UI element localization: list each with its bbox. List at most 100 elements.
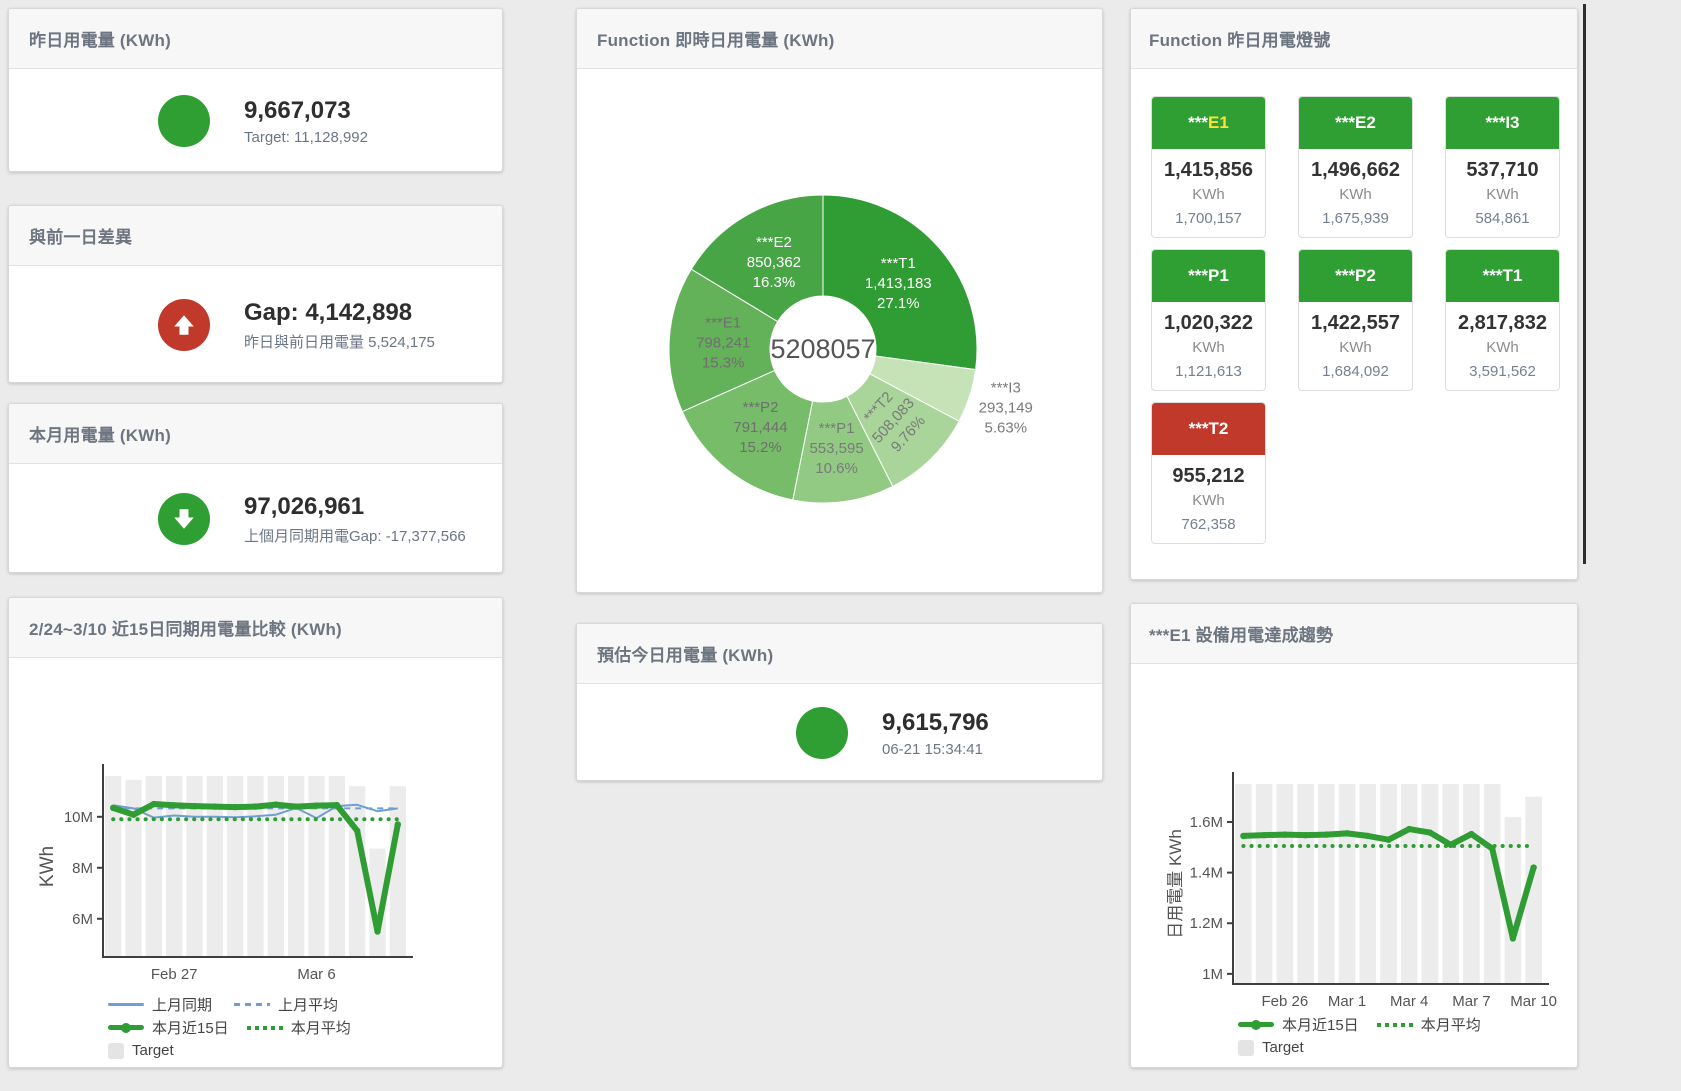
target-bar xyxy=(1525,796,1542,984)
x-tick-label: Mar 7 xyxy=(1452,993,1490,1007)
light-tile-header: *** P2 xyxy=(1299,250,1412,302)
panel-title: Function 昨日用電燈號 xyxy=(1149,31,1331,50)
tile-target: 1,121,613 xyxy=(1175,363,1242,380)
donut-slice-E2[interactable] xyxy=(690,194,824,323)
legend-item-本月近15日[interactable]: 本月近15日 xyxy=(1238,1014,1359,1035)
panel-title: Function 即時日用電量 (KWh) xyxy=(597,31,835,50)
series-point xyxy=(1426,829,1434,836)
target-bar xyxy=(1338,784,1356,984)
series-point xyxy=(333,801,341,809)
legend-item-上月同期[interactable]: 上月同期 xyxy=(108,994,216,1015)
series-point xyxy=(1509,935,1517,942)
legend-swatch xyxy=(1238,1019,1274,1030)
target-bar xyxy=(1463,784,1480,984)
tile-unit: KWh xyxy=(1486,339,1519,356)
light-tiles-grid: *** E1 1,415,856 KWh 1,700,157 *** E2 1,496,662… xyxy=(1131,69,1577,544)
target-bar xyxy=(308,776,325,957)
tile-unit: KWh xyxy=(1192,492,1225,509)
light-tile-P2: *** P2 1,422,557 KWh 1,684,092 xyxy=(1298,249,1413,391)
target-bar xyxy=(186,776,203,957)
x-tick-label: Mar 10 xyxy=(1510,993,1557,1007)
legend-item-本月近15日[interactable]: 本月近15日 xyxy=(108,1017,229,1038)
legend-label: 上月平均 xyxy=(278,997,339,1014)
legend-swatch xyxy=(246,1025,283,1030)
target-bar xyxy=(1276,784,1294,984)
y-tick-label: 1.6M xyxy=(1190,814,1223,831)
target-bar xyxy=(206,776,223,957)
panel-realtime-donut: Function 即時日用電量 (KWh) ***T1 1,413,183 27.1… xyxy=(576,8,1103,593)
series-point xyxy=(109,804,117,812)
target-bar xyxy=(105,776,122,957)
target-bar xyxy=(288,776,305,957)
series-point xyxy=(353,827,361,835)
donut-label: 798,241 xyxy=(696,335,750,352)
panel-header: 2/24~3/10 近15日同期用電量比較 (KWh) xyxy=(9,598,502,658)
donut-slice-T1[interactable] xyxy=(822,194,978,371)
legend-item-Target[interactable]: Target xyxy=(108,1042,216,1059)
panel-header: Function 即時日用電量 (KWh) xyxy=(577,9,1102,69)
legend-label: 本月平均 xyxy=(1420,1017,1481,1034)
series-point xyxy=(170,802,178,809)
donut-label: 293,149 xyxy=(979,400,1033,417)
y-tick-label: 1.2M xyxy=(1190,915,1223,932)
donut-slice-E1[interactable] xyxy=(668,268,779,413)
donut-label: 15.2% xyxy=(739,439,782,456)
target-bar xyxy=(1359,784,1377,984)
series-point xyxy=(292,803,300,810)
target-bar xyxy=(227,776,244,957)
donut-label: 791,444 xyxy=(733,419,787,436)
series-point xyxy=(1343,830,1351,837)
stat-timestamp: 06-21 15:34:41 xyxy=(882,740,983,758)
panel-title: 昨日用電量 (KWh) xyxy=(29,31,171,50)
legend-item-本月平均[interactable]: 本月平均 xyxy=(246,1017,355,1038)
target-bar xyxy=(1483,784,1501,984)
series-point xyxy=(231,803,239,811)
target-bar xyxy=(1297,784,1314,984)
tile-target: 1,675,939 xyxy=(1322,210,1389,227)
status-circle-icon xyxy=(796,706,848,759)
down-arrow-icon xyxy=(158,492,210,545)
panel-title: 本月用電量 (KWh) xyxy=(29,426,171,445)
x-tick-label: Mar 6 xyxy=(297,966,335,983)
target-bar xyxy=(145,776,162,957)
target-bar xyxy=(328,776,345,957)
tile-value: 955,212 xyxy=(1172,465,1245,487)
donut-slice-P2[interactable] xyxy=(681,369,814,501)
tile-unit: KWh xyxy=(1192,339,1225,356)
panel-gap-previous-day: 與前一日差異 Gap: 4,142,898 昨日與前日用電量 5,524,175 xyxy=(8,205,503,383)
legend-label: 本月近15日 xyxy=(1282,1017,1359,1034)
legend-swatch xyxy=(1238,1039,1254,1056)
series-point xyxy=(1385,836,1392,843)
target-bar xyxy=(1504,816,1522,984)
donut-center-total: 5208057 xyxy=(770,334,875,364)
legend-label: 本月近15日 xyxy=(152,1020,229,1037)
tile-value: 2,817,832 xyxy=(1458,312,1547,334)
target-bar xyxy=(1255,784,1273,984)
panel-header: 與前一日差異 xyxy=(9,206,502,266)
scrollbar[interactable] xyxy=(1583,4,1586,564)
tile-value: 1,415,856 xyxy=(1164,159,1253,181)
stat-value: Gap: 4,142,898 xyxy=(244,298,413,326)
target-bar xyxy=(125,779,142,957)
target-bar xyxy=(1442,784,1459,984)
legend-item-Target[interactable]: Target xyxy=(1238,1039,1346,1056)
stat-subtitle: Target: 11,128,992 xyxy=(244,128,368,146)
light-tile-header: *** T1 xyxy=(1446,250,1559,302)
legend-label: 上月同期 xyxy=(152,997,213,1014)
light-tile-header: *** I3 xyxy=(1446,97,1559,149)
x-tick-label: Mar 1 xyxy=(1328,993,1366,1007)
tile-value: 1,496,662 xyxy=(1311,159,1400,181)
donut-label: ***I3 xyxy=(991,380,1021,397)
series-point xyxy=(191,802,198,810)
stat-subtitle: 上個月同期用電Gap: -17,377,566 xyxy=(244,527,466,545)
tile-target: 584,861 xyxy=(1475,210,1530,227)
legend-item-本月平均[interactable]: 本月平均 xyxy=(1376,1014,1485,1035)
target-bar xyxy=(1380,784,1397,984)
e1-trend-chart: 1M 1.2M 1.4M 1.6M Feb 26 Mar 1 Mar 4 Mar 7 Mar 1… xyxy=(1166,772,1557,1007)
tile-value: 537,710 xyxy=(1466,159,1539,181)
stat-text: 9,615,796 06-21 15:34:41 xyxy=(882,708,989,758)
series-line-上月同期 xyxy=(113,803,398,820)
stat-text: 9,667,073 Target: 11,128,992 xyxy=(244,96,368,146)
legend-item-上月平均[interactable]: 上月平均 xyxy=(234,994,342,1015)
